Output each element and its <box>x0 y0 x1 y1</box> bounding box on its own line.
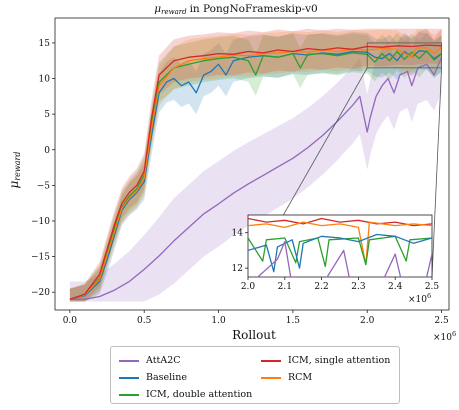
inset-line-baseline <box>248 233 432 273</box>
zoom-region-box <box>366 42 442 69</box>
x-tick-label: 2.0 <box>360 316 375 326</box>
chart: μreward in PongNoFrameskip-v0 0.0 0.5 1.0 1.… <box>7 3 456 343</box>
legend: AttA2C Baseline ICM, double attention IC… <box>110 346 400 404</box>
legend-label-rcm: RCM <box>288 372 313 383</box>
legend-swatch-baseline <box>119 376 139 379</box>
legend-label-baseline: Baseline <box>146 372 187 383</box>
chart-title: μreward in PongNoFrameskip-v0 <box>154 3 317 16</box>
inset-x-tick-label: 2.1 <box>278 282 292 292</box>
series-line-icm-single-attention <box>69 44 442 300</box>
x-axis-label: Rollout <box>232 328 276 342</box>
legend-swatch-icm-single <box>261 359 281 362</box>
x-tick-label: 1.5 <box>286 316 301 326</box>
legend-item-baseline: Baseline <box>119 372 187 383</box>
inset-x-tick-label: 2.5 <box>425 282 440 292</box>
y-tick-label: −15 <box>31 253 50 263</box>
plot-frame <box>54 17 450 311</box>
y-tick-label: 10 <box>39 75 51 85</box>
series-line-baseline <box>69 50 442 300</box>
band-icm-single-attention <box>69 28 442 302</box>
band-rcm <box>69 29 442 302</box>
inset-y-tick-label: 14 <box>232 229 244 239</box>
y-tick-label: 0 <box>44 146 50 156</box>
inset-x-tick-label: 2.2 <box>314 282 328 292</box>
y-tick-label: −5 <box>37 181 51 191</box>
legend-item-icm-double: ICM, double attention <box>119 389 252 400</box>
legend-label-icm-single: ICM, single attention <box>288 355 391 366</box>
band-baseline <box>69 32 442 302</box>
inset-line-icm-double-attention <box>248 235 432 268</box>
x-tick-label: 2.5 <box>434 316 449 326</box>
x-tick-label: 0.5 <box>137 316 152 326</box>
inset-y-tick-label: 12 <box>232 264 243 274</box>
legend-item-rcm: RCM <box>261 372 312 383</box>
legend-label-atta2c: AttA2C <box>146 355 181 366</box>
y-axis-label: μreward <box>7 152 22 189</box>
inset-x-tick-label: 2.3 <box>351 282 366 292</box>
inset-x-tick-label: 2.0 <box>241 282 256 292</box>
legend-swatch-atta2c <box>119 359 139 362</box>
x-tick-label: 1.0 <box>211 316 226 326</box>
legend-label-icm-double: ICM, double attention <box>146 389 253 400</box>
band-atta2c <box>69 28 442 302</box>
zoom-connector-right <box>431 67 442 278</box>
y-tick-label: 15 <box>39 39 51 49</box>
x-axis-multiplier: ×106 <box>433 330 456 343</box>
plot-area: 0.0 0.5 1.0 1.5 2.0 2.5 −20 −15 −10 −5 0 5 10 15 2.0 2.… <box>31 17 450 326</box>
x-tick-label: 0.0 <box>63 316 78 326</box>
series-line-rcm <box>69 46 443 300</box>
series-line-icm-double-attention <box>69 50 443 300</box>
inset-x-multiplier-exp: 6 <box>427 292 431 300</box>
inset-line-icm-single-attention <box>248 217 432 227</box>
inset-x-tick-label: 2.4 <box>388 282 403 292</box>
y-tick-label: 5 <box>44 110 50 120</box>
inset-line-rcm <box>248 221 432 266</box>
y-tick-label: −10 <box>31 217 50 227</box>
legend-item-atta2c: AttA2C <box>119 355 181 366</box>
inset-plot <box>248 217 432 277</box>
inset-x-multiplier: ×106 <box>408 292 431 305</box>
legend-swatch-icm-double <box>119 393 139 396</box>
inset-x-multiplier-base: ×10 <box>408 295 427 305</box>
legend-swatch-rcm <box>261 376 281 379</box>
inset-line-atta2c <box>256 240 432 277</box>
legend-item-icm-single: ICM, single attention <box>261 355 390 366</box>
y-tick-label: −20 <box>31 288 50 298</box>
svg-text:μreward: μreward <box>7 152 22 189</box>
series-line-atta2c <box>69 56 443 300</box>
